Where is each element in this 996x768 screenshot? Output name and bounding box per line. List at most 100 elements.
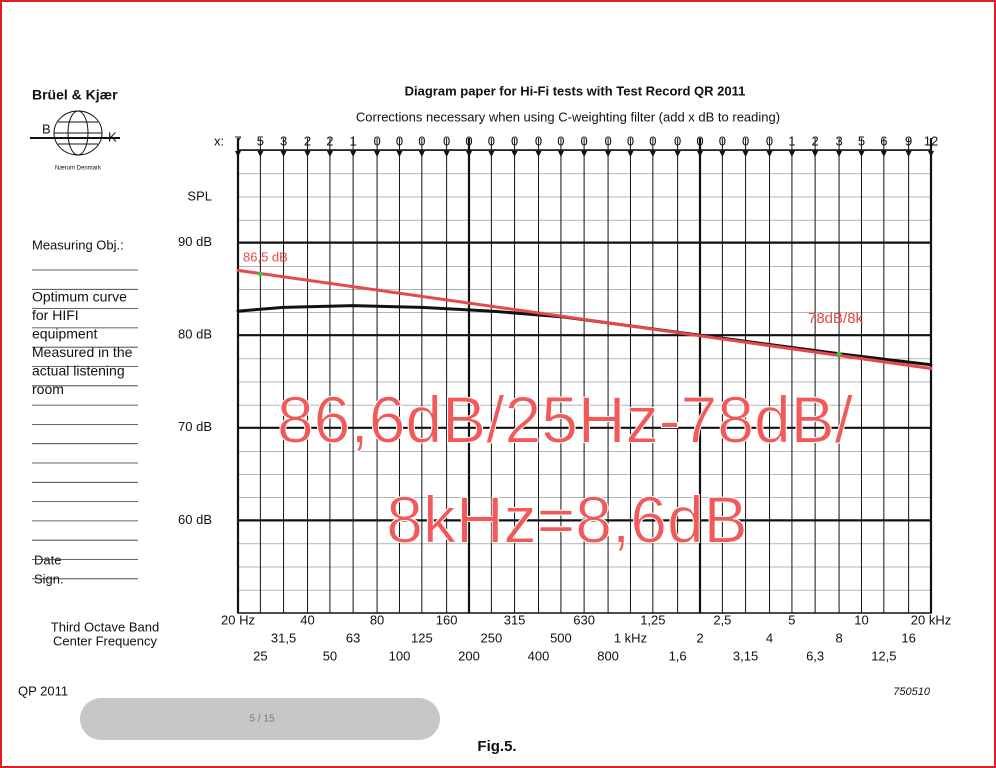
correction-value: 0 [418,133,425,148]
logo-letter: K [108,129,117,144]
correction-marker [557,151,564,157]
x-tick-label: 1 kHz [614,630,647,645]
point [257,271,263,277]
correction-value: 0 [465,133,472,148]
x-tick-label: 100 [389,648,411,663]
correction-value: 1 [788,133,795,148]
correction-value: 0 [649,133,656,148]
x-tick-label: 63 [346,630,360,645]
correction-marker [535,151,542,157]
correction-marker [374,151,381,157]
correction-value: 0 [604,133,611,148]
correction-marker [350,151,357,157]
panel-text: Optimum curve [32,289,127,305]
x-tick-label: 2 [696,630,703,645]
annotation: 86,6dB/25Hz-78dB/ [277,382,854,456]
correction-marker [627,151,634,157]
x-tick-label: 1,25 [640,612,665,627]
x-tick-label: 160 [436,612,458,627]
chart-title: Diagram paper for Hi-Fi tests with Test … [405,83,746,98]
brand: Brüel & Kjær [32,87,118,103]
x-tick-label: 8 [835,630,842,645]
x-tick-label: 20 kHz [911,612,951,627]
logo-letter: B [42,121,51,136]
correction-marker [858,151,865,157]
correction-marker [674,151,681,157]
correction-marker [812,151,819,157]
correction-marker [443,151,450,157]
correction-value: 12 [924,133,938,148]
correction-marker [697,151,703,157]
x-tick-label: 10 [854,612,868,627]
panel-text: equipment [32,326,97,342]
series-line [236,268,933,370]
correction-value: 5 [257,133,264,148]
x-tick-label: 50 [323,648,337,663]
correction-value: 0 [742,133,749,148]
x-tick-label: 12,5 [871,648,896,663]
x-tick-label: 125 [411,630,433,645]
correction-value: 5 [858,133,865,148]
correction-marker [905,151,912,157]
correction-marker [766,151,773,157]
page-indicator: 5 / 15 [249,714,274,725]
logo-caption: Nærum Denmark [55,166,102,172]
y-axis-label: SPL [187,188,212,203]
x-tick-label: 250 [481,630,503,645]
correction-value: 1 [349,133,356,148]
measuring-label: Measuring Obj.: [32,237,124,252]
annotation: 86,5 dB [243,249,288,264]
x-tick-label: 315 [504,612,526,627]
x-tick-label: 400 [528,648,550,663]
correction-value: 0 [511,133,518,148]
caption: Fig.5. [477,738,516,755]
point [836,351,842,357]
correction-marker [280,151,287,157]
correction-value: 0 [696,133,703,148]
correction-value: 0 [373,133,380,148]
correction-marker [836,151,843,157]
x-tick-label: 80 [370,612,384,627]
correction-marker [742,151,749,157]
panel-text: for HIFI [32,307,79,323]
correction-marker [788,151,795,157]
correction-marker [304,151,311,157]
correction-value: 0 [580,133,587,148]
correction-value: 0 [627,133,634,148]
correction-marker [605,151,612,157]
correction-marker [326,151,333,157]
y-tick-label: 60 dB [178,512,212,527]
correction-marker [928,151,934,157]
x-tick-label: 4 [766,630,773,645]
y-tick-label: 70 dB [178,419,212,434]
correction-marker [466,151,472,157]
correction-value: 0 [443,133,450,148]
correction-value: 0 [488,133,495,148]
corrections-label: x: [214,133,224,148]
y-tick-label: 80 dB [178,327,212,342]
code: QP 2011 [18,683,68,698]
viewer-toolbar[interactable] [80,698,440,740]
axis-caption: Center Frequency [53,633,158,648]
correction-value: 0 [396,133,403,148]
correction-marker [511,151,518,157]
correction-value: 0 [557,133,564,148]
correction-value: 2 [304,133,311,148]
chart-subtitle: Corrections necessary when using C-weigh… [356,109,780,124]
correction-value: 0 [766,133,773,148]
panel-text: actual listening [32,363,125,379]
correction-value: 2 [326,133,333,148]
panel-text: room [32,381,64,397]
x-tick-label: 630 [573,612,595,627]
correction-marker [719,151,726,157]
logo [30,110,120,156]
correction-value: 6 [880,133,887,148]
correction-marker [488,151,495,157]
annotation: 8kHz=8,6dB [386,482,747,556]
correction-marker [257,151,264,157]
correction-value: 0 [674,133,681,148]
number: 750510 [893,686,931,698]
correction-marker [581,151,588,157]
correction-marker [396,151,403,157]
